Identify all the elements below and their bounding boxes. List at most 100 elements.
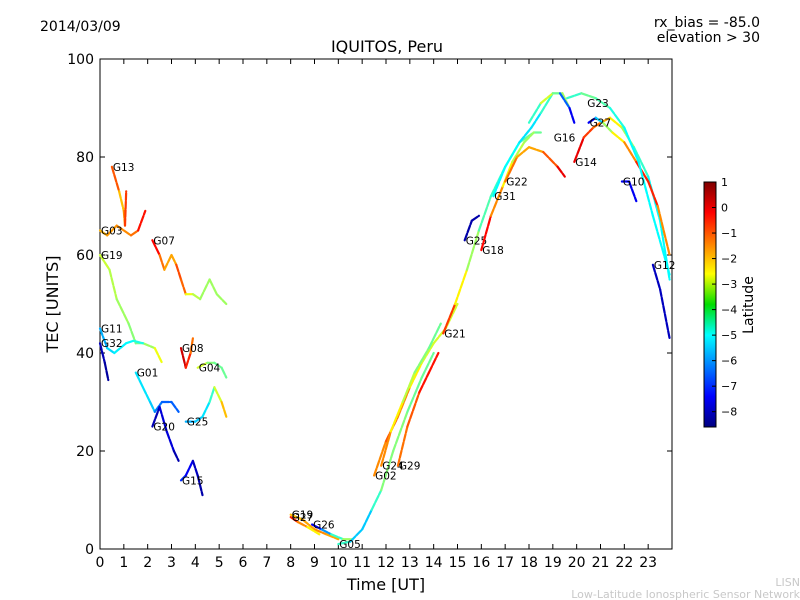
- y-tick-label: 40: [76, 346, 94, 362]
- satellite-label: G27: [292, 512, 314, 524]
- track-segment: [175, 263, 183, 281]
- track-segment: [594, 97, 612, 110]
- satellite-label: G21: [444, 328, 466, 340]
- x-tick-label: 19: [544, 555, 562, 571]
- y-tick-label: 20: [76, 444, 94, 460]
- track-segment: [518, 126, 533, 144]
- track-segment: [406, 391, 421, 428]
- track-segment: [301, 518, 316, 531]
- track-segment: [504, 155, 519, 183]
- date-label: 2014/03/09: [40, 19, 121, 35]
- y-axis-label: TEC [UNITS]: [43, 256, 62, 354]
- track-segment: [463, 219, 473, 242]
- y-axis-ticks: 0 20 40 60 80 100: [67, 52, 672, 558]
- track-segment: [420, 351, 435, 379]
- track-segment: [170, 253, 178, 266]
- track-segment: [141, 386, 152, 404]
- track-segment: [380, 449, 395, 492]
- satellite-track: G19: [98, 250, 164, 364]
- y-tick-label: 0: [85, 542, 94, 558]
- track-segment: [573, 136, 585, 163]
- colorbar-label: Latitude: [741, 276, 757, 334]
- track-segment: [196, 474, 204, 497]
- satellite-label: G27: [590, 118, 612, 130]
- track-segment: [470, 214, 480, 222]
- satellite-track: G18: [480, 131, 535, 257]
- satellite-track: G29: [396, 351, 440, 473]
- satellite-label: G13: [113, 162, 134, 174]
- x-tick-label: 12: [377, 555, 395, 571]
- track-segment: [427, 351, 440, 374]
- satellite-track: G26: [311, 520, 354, 541]
- track-segment: [489, 185, 504, 217]
- track-segment: [527, 101, 543, 124]
- x-tick-label: 17: [496, 555, 514, 571]
- track-segment: [201, 400, 211, 418]
- track-segment: [208, 386, 216, 404]
- track-segment: [125, 339, 135, 345]
- track-segment: [289, 515, 299, 524]
- colorbar-tick-label: −1: [721, 227, 737, 240]
- x-tick-label: 7: [262, 555, 271, 571]
- track-segment: [123, 190, 128, 227]
- track-segment: [627, 180, 638, 203]
- track-segment: [106, 224, 118, 237]
- track-segment: [158, 253, 166, 271]
- colorbar-tick-label: −3: [721, 278, 737, 291]
- x-tick-label: 4: [191, 555, 200, 571]
- track-segment: [330, 533, 345, 541]
- track-segment: [149, 400, 156, 413]
- track-segment: [406, 376, 423, 413]
- track-segment: [656, 204, 671, 257]
- x-tick-label: 18: [520, 555, 538, 571]
- track-segment: [413, 347, 430, 374]
- satellite-track: G10: [620, 177, 645, 203]
- x-tick-label: 16: [472, 555, 490, 571]
- track-segment: [103, 361, 110, 382]
- track-segment: [594, 116, 605, 124]
- satellite-track: G20: [151, 405, 180, 462]
- colorbar-tick-label: −4: [721, 304, 737, 317]
- satellite-label: G23: [587, 98, 609, 110]
- track-segment: [127, 322, 137, 345]
- track-segment: [582, 126, 595, 139]
- x-tick-label: 21: [592, 555, 610, 571]
- satellite-label: G25: [187, 417, 209, 429]
- track-segment: [311, 523, 323, 531]
- track-segment: [389, 400, 404, 433]
- colorbar-tick-label: 1: [721, 176, 728, 189]
- track-segment: [556, 165, 566, 178]
- satellite-label: G18: [482, 245, 504, 257]
- track-segment: [568, 106, 576, 124]
- track-segment: [565, 92, 583, 100]
- satellite-track: G19: [289, 510, 340, 541]
- satellite-track: G22: [504, 146, 566, 189]
- track-segment: [530, 111, 543, 129]
- track-segment: [179, 474, 187, 482]
- track-segment: [658, 288, 671, 340]
- satellite-track: G32: [98, 338, 123, 382]
- satellite-label: G10: [623, 177, 645, 189]
- track-segment: [611, 131, 626, 144]
- track-segment: [129, 229, 140, 237]
- x-tick-label: 10: [329, 555, 347, 571]
- satellite-label: G32: [101, 338, 123, 350]
- colorbar: [703, 181, 717, 428]
- satellite-track: G23: [565, 92, 671, 276]
- satellite-track: G16: [527, 92, 576, 144]
- track-segment: [418, 371, 430, 394]
- x-tick-label: 0: [96, 555, 105, 571]
- satellite-track: G25: [463, 214, 487, 247]
- satellite-label: G05: [339, 539, 361, 551]
- track-segment: [601, 121, 614, 134]
- satellite-track: G15: [179, 459, 204, 497]
- track-segment: [442, 302, 457, 335]
- track-segment: [623, 126, 640, 163]
- track-segment: [396, 425, 409, 467]
- x-tick-label: 22: [615, 555, 633, 571]
- track-segment: [361, 508, 373, 531]
- track-segment: [151, 405, 161, 428]
- track-segment: [501, 160, 514, 188]
- track-segment: [115, 224, 133, 237]
- track-segment: [153, 400, 164, 413]
